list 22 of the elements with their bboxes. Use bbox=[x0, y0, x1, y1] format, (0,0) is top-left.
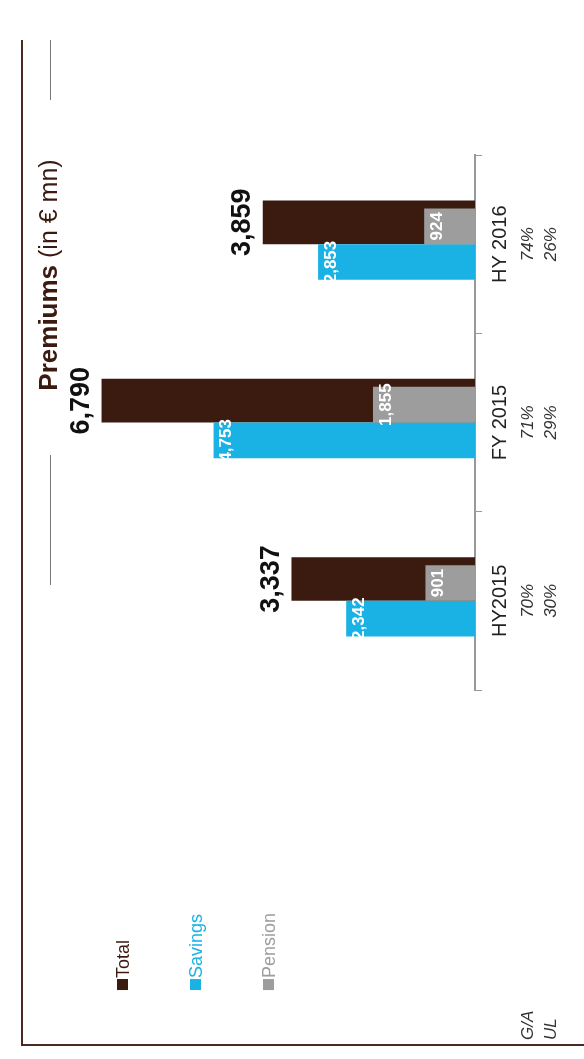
text: UL bbox=[540, 1018, 560, 1040]
data-label: 6,790 bbox=[65, 366, 95, 435]
y-tick-label: HY2015 bbox=[487, 564, 510, 637]
text: Savings bbox=[186, 913, 206, 978]
y-tick-label: FY 2015 bbox=[487, 384, 510, 461]
text: Premiums (in € mn) bbox=[33, 159, 64, 391]
data-label: 1,855 bbox=[375, 383, 395, 426]
text: 26% bbox=[540, 227, 560, 263]
data-label: 924 bbox=[426, 211, 446, 241]
data-label: 3,859 bbox=[226, 188, 257, 257]
text: 70% bbox=[517, 583, 537, 618]
text: 29% bbox=[540, 405, 560, 441]
text: Total bbox=[113, 939, 133, 978]
text: 71% bbox=[517, 405, 537, 440]
text: 74% bbox=[517, 227, 537, 262]
text: 30% bbox=[540, 583, 560, 618]
text: G/A bbox=[517, 1010, 537, 1040]
y-tick-label: HY 2016 bbox=[487, 205, 510, 283]
data-label: 3,337 bbox=[254, 545, 285, 613]
data-label: 901 bbox=[428, 568, 448, 598]
text: Pension bbox=[259, 912, 279, 978]
bar bbox=[346, 600, 475, 637]
